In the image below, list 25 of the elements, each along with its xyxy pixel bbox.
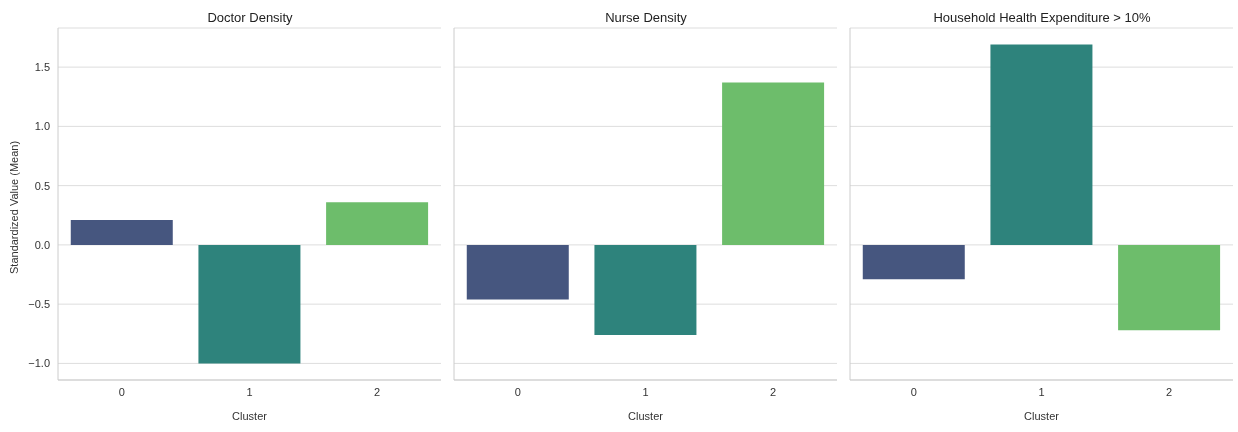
x-tick-label: 1	[1038, 385, 1045, 398]
y-tick-label: −1.0	[28, 357, 50, 370]
x-tick-label: 1	[642, 385, 649, 398]
x-tick-label: 1	[246, 385, 253, 398]
x-tick-label: 0	[118, 385, 125, 398]
chart-title: Household Health Expenditure > 10%	[932, 10, 1152, 25]
y-tick-label: 0.0	[34, 238, 50, 251]
y-tick-label: 1.5	[34, 61, 50, 74]
y-axis-title: Standardized Value (Mean)	[7, 140, 20, 274]
chart-title: Doctor Density	[206, 10, 294, 25]
y-tick-label: −0.5	[28, 298, 50, 311]
chart-title: Nurse Density	[604, 10, 688, 25]
x-tick-label: 2	[770, 385, 777, 398]
x-axis-title: Cluster	[232, 410, 268, 422]
x-tick-label: 2	[374, 385, 381, 398]
x-tick-label: 0	[910, 385, 917, 398]
y-tick-label: 0.5	[34, 179, 50, 192]
x-tick-label: 0	[514, 385, 521, 398]
bar	[198, 244, 301, 364]
bar	[70, 220, 173, 245]
y-tick-label: 1.0	[34, 120, 50, 133]
x-tick-label: 2	[1166, 385, 1173, 398]
x-axis-title: Cluster	[628, 410, 664, 422]
bar	[326, 202, 429, 245]
x-axis-title: Cluster	[1024, 410, 1060, 422]
